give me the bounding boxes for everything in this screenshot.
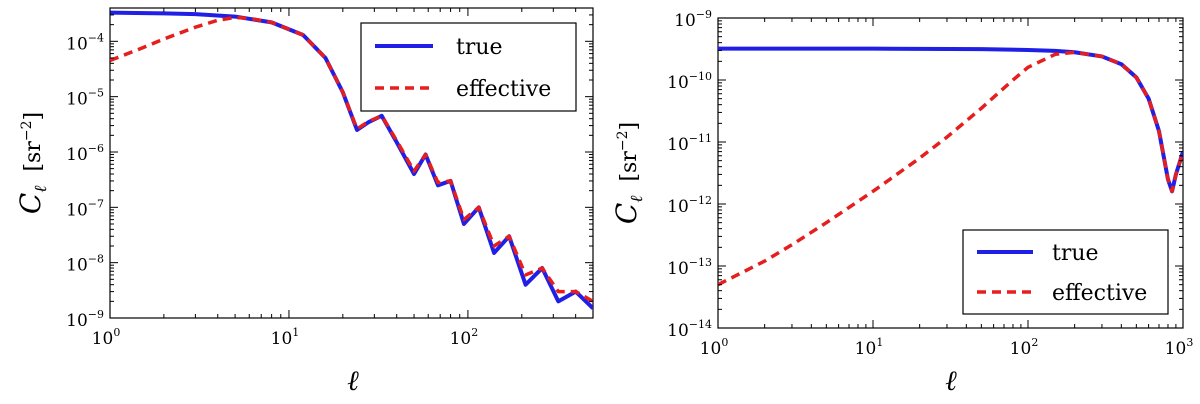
right-y-tick-label: 10−14 bbox=[667, 318, 712, 341]
right-y-axis-label: Cℓ [sr−2] bbox=[610, 122, 647, 224]
right-x-tick-label: 101 bbox=[855, 336, 884, 359]
right-legend-box bbox=[962, 229, 1169, 315]
right-y-label-unit-exp: −2 bbox=[615, 131, 631, 152]
right-series-effective-line bbox=[718, 50, 1183, 287]
right-plot-frame bbox=[717, 17, 1184, 329]
right-y-ticks: 10−14 10−13 10−12 10−11 10−10 10−9 bbox=[667, 8, 1183, 341]
left-x-tick-label: 101 bbox=[271, 326, 300, 349]
right-legend-true-label: true bbox=[1052, 241, 1099, 266]
left-curves bbox=[110, 10, 593, 310]
left-x-tick-label: 100 bbox=[92, 326, 121, 349]
left-legend: true effective bbox=[360, 22, 577, 112]
left-chart: 100 101 102 10−9 10−8 10−7 10−6 10−5 10−4 ℓ Cℓ [… bbox=[14, 7, 594, 397]
left-legend-effective-label: effective bbox=[456, 77, 551, 102]
left-series-effective-line bbox=[110, 15, 593, 303]
right-chart: 100 101 102 103 10−1410−1310−1210−1110−1010… bbox=[610, 8, 1193, 397]
right-curves bbox=[718, 46, 1183, 287]
right-y-label-subscript: ℓ bbox=[627, 196, 647, 203]
left-y-label-symbol: C bbox=[14, 193, 47, 214]
left-y-label-subscript: ℓ bbox=[31, 186, 51, 193]
left-plot-frame bbox=[109, 7, 594, 319]
right-y-label-symbol: C bbox=[610, 203, 643, 224]
right-legend: true effective bbox=[962, 229, 1169, 315]
right-y-tick-label: 10−9 bbox=[674, 8, 712, 31]
right-y-tick-label: 10−13 bbox=[667, 256, 712, 279]
right-y-tick-label: 10−10 bbox=[667, 70, 712, 93]
right-y-tick-label: 10−11 bbox=[667, 132, 712, 155]
left-y-tick-label: 10−6 bbox=[66, 142, 104, 165]
right-x-ticks: 100 101 102 103 bbox=[700, 18, 1194, 359]
left-x-tick-label: 102 bbox=[450, 326, 479, 349]
right-x-axis-label: ℓ bbox=[945, 364, 957, 397]
left-legend-true-label: true bbox=[456, 35, 503, 60]
right-legend-effective-label: effective bbox=[1052, 281, 1147, 306]
right-x-tick-label: 100 bbox=[700, 336, 729, 359]
right-y-label-unit: [sr bbox=[617, 151, 642, 182]
left-y-label-unit-exp: −2 bbox=[19, 121, 35, 142]
svg-text:Cℓ[sr−2]: Cℓ [sr−2] bbox=[14, 112, 51, 214]
left-y-ticks: 10−9 10−8 10−7 10−6 10−5 10−4 bbox=[66, 14, 593, 331]
svg-text:Cℓ[sr−2]: Cℓ [sr−2] bbox=[610, 122, 647, 224]
left-y-tick-label: 10−7 bbox=[66, 197, 104, 220]
right-x-tick-label: 103 bbox=[1165, 336, 1194, 359]
left-y-tick-label: 10−8 bbox=[66, 253, 104, 276]
left-y-tick-label: 10−5 bbox=[66, 87, 104, 110]
right-y-tick-label: 10−12 bbox=[667, 194, 712, 217]
left-x-axis-label: ℓ bbox=[347, 364, 359, 397]
right-series-true-line bbox=[718, 46, 1183, 194]
left-y-axis-label: Cℓ [sr−2] bbox=[14, 112, 51, 214]
right-y-label-unit-close: ] bbox=[617, 122, 642, 131]
left-y-tick-label: 10−9 bbox=[66, 308, 104, 331]
right-x-tick-label: 102 bbox=[1010, 336, 1039, 359]
left-y-label-unit-close: ] bbox=[21, 112, 46, 121]
left-y-tick-label: 10−4 bbox=[66, 31, 104, 54]
left-legend-box bbox=[360, 22, 577, 112]
left-x-ticks: 100 101 102 bbox=[92, 8, 577, 349]
left-y-label-unit: [sr bbox=[21, 141, 46, 172]
